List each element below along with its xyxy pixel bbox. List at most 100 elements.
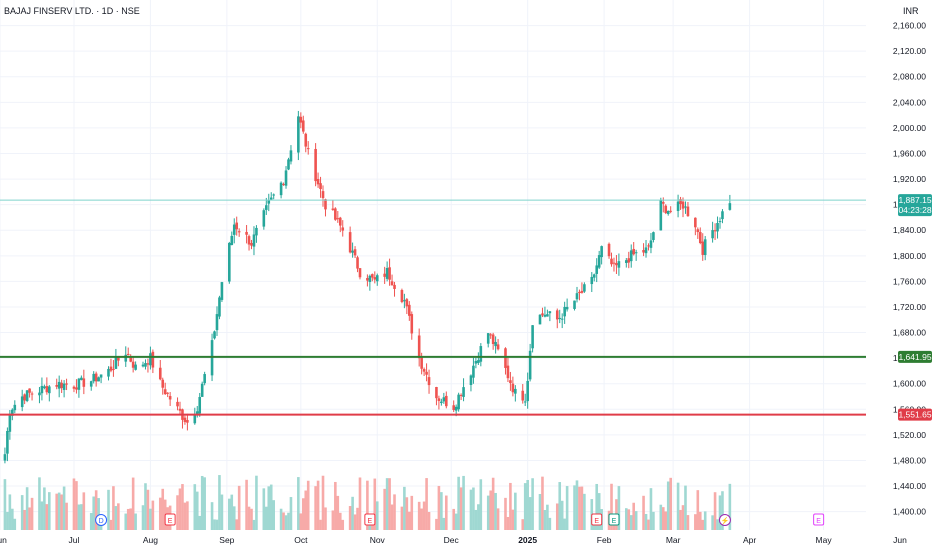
- candle-body: [600, 246, 603, 258]
- volume-bar: [287, 512, 290, 530]
- earnings-past-marker[interactable]: E: [591, 513, 603, 526]
- time-scale[interactable]: [0, 530, 932, 550]
- candle-body: [193, 414, 197, 424]
- volume-bar: [117, 503, 120, 530]
- volume-bar: [336, 495, 340, 530]
- volume-bar: [546, 504, 549, 530]
- price-scale[interactable]: [866, 0, 932, 534]
- candle-body: [284, 170, 288, 186]
- volume-bar: [57, 492, 61, 530]
- x-tick-label: Mar: [666, 535, 681, 545]
- volume-bar: [45, 504, 49, 530]
- candle-body: [563, 306, 566, 317]
- volume-bar: [331, 510, 335, 530]
- volume-bar: [555, 503, 559, 530]
- last-price-label: 1,887.15: [898, 195, 931, 205]
- candle-body: [721, 211, 724, 220]
- volume-bar: [713, 492, 717, 530]
- candle-body: [353, 249, 357, 256]
- split-marker[interactable]: ⚡: [718, 514, 731, 526]
- candle-body: [711, 230, 714, 239]
- symbol-title[interactable]: BAJAJ FINSERV LTD. · 1D · NSE: [4, 6, 140, 16]
- volume-bar: [452, 508, 455, 530]
- candle-body: [686, 206, 690, 217]
- countdown-label: 04:23:28: [898, 205, 931, 215]
- candle-body: [89, 381, 93, 387]
- candle-body: [472, 365, 475, 378]
- volume-bar: [80, 504, 83, 530]
- candle-body: [195, 411, 199, 415]
- candle-body: [11, 409, 14, 416]
- volume-bar: [558, 482, 562, 530]
- volume-bar: [220, 494, 224, 530]
- candle-body: [698, 232, 702, 244]
- candle-body: [28, 388, 31, 393]
- candle-body: [400, 290, 404, 302]
- candle-body: [107, 368, 110, 377]
- candle-body: [149, 353, 152, 366]
- volume-bar: [250, 508, 253, 530]
- x-tick-label: Nov: [370, 535, 386, 545]
- candle-body: [607, 243, 611, 257]
- earnings-past-marker[interactable]: E: [364, 513, 376, 526]
- candle-body: [385, 267, 389, 279]
- volume-bar: [149, 508, 152, 530]
- volume-bar: [161, 488, 165, 530]
- earnings-marker[interactable]: E: [608, 513, 620, 526]
- candle-body: [183, 417, 187, 423]
- volume-bar: [306, 480, 310, 530]
- volume-bar: [38, 477, 41, 530]
- volume-bar: [410, 495, 414, 530]
- volume-bar: [496, 508, 500, 530]
- candle-body: [48, 386, 51, 394]
- volume-bar: [627, 509, 631, 530]
- candle-body: [289, 150, 293, 162]
- volume-bar: [334, 481, 337, 530]
- volume-bar: [97, 498, 100, 530]
- candle-body: [403, 300, 406, 302]
- volume-bar: [358, 477, 362, 530]
- candle-body: [494, 341, 497, 347]
- volume-bar: [230, 494, 234, 530]
- candle-body: [526, 380, 529, 402]
- dividend-marker[interactable]: D: [95, 514, 108, 526]
- candle-body: [200, 383, 204, 397]
- volume-bar: [178, 488, 182, 530]
- volume-bar: [3, 479, 7, 530]
- candle-body: [417, 335, 421, 359]
- candle-body: [474, 360, 478, 364]
- volume-bar: [30, 497, 34, 530]
- volume-bar: [543, 510, 547, 530]
- candle-body: [255, 227, 258, 236]
- volume-bar: [218, 475, 221, 530]
- candle-body: [178, 408, 182, 411]
- candles: [3, 110, 732, 464]
- candle-body: [694, 217, 697, 228]
- candle-body: [112, 368, 115, 370]
- volume-bar: [445, 495, 448, 530]
- volume-bar: [563, 518, 566, 530]
- volume-bar: [124, 513, 128, 530]
- candle-body: [560, 318, 564, 320]
- earnings-upcoming-marker[interactable]: E: [813, 513, 825, 526]
- candle-body: [8, 413, 12, 432]
- candle-body: [218, 297, 221, 317]
- event-marker-symbol: ⚡: [721, 516, 730, 525]
- volume-bar: [11, 508, 14, 530]
- y-tick-label: 2,000.00: [893, 123, 926, 133]
- volume-bar: [146, 489, 150, 530]
- x-tick-label: Apr: [743, 535, 756, 545]
- volume-bar: [472, 487, 475, 530]
- candle-body: [555, 310, 559, 320]
- volume-bar: [114, 506, 118, 530]
- candle-body: [491, 334, 495, 345]
- candle-body: [38, 392, 41, 396]
- volume-bar: [644, 513, 648, 530]
- volume-bar: [82, 492, 86, 530]
- volume-bar: [509, 482, 512, 530]
- earnings-past-marker[interactable]: E: [164, 513, 176, 526]
- candle-body: [405, 299, 409, 307]
- volume-bar: [477, 504, 480, 530]
